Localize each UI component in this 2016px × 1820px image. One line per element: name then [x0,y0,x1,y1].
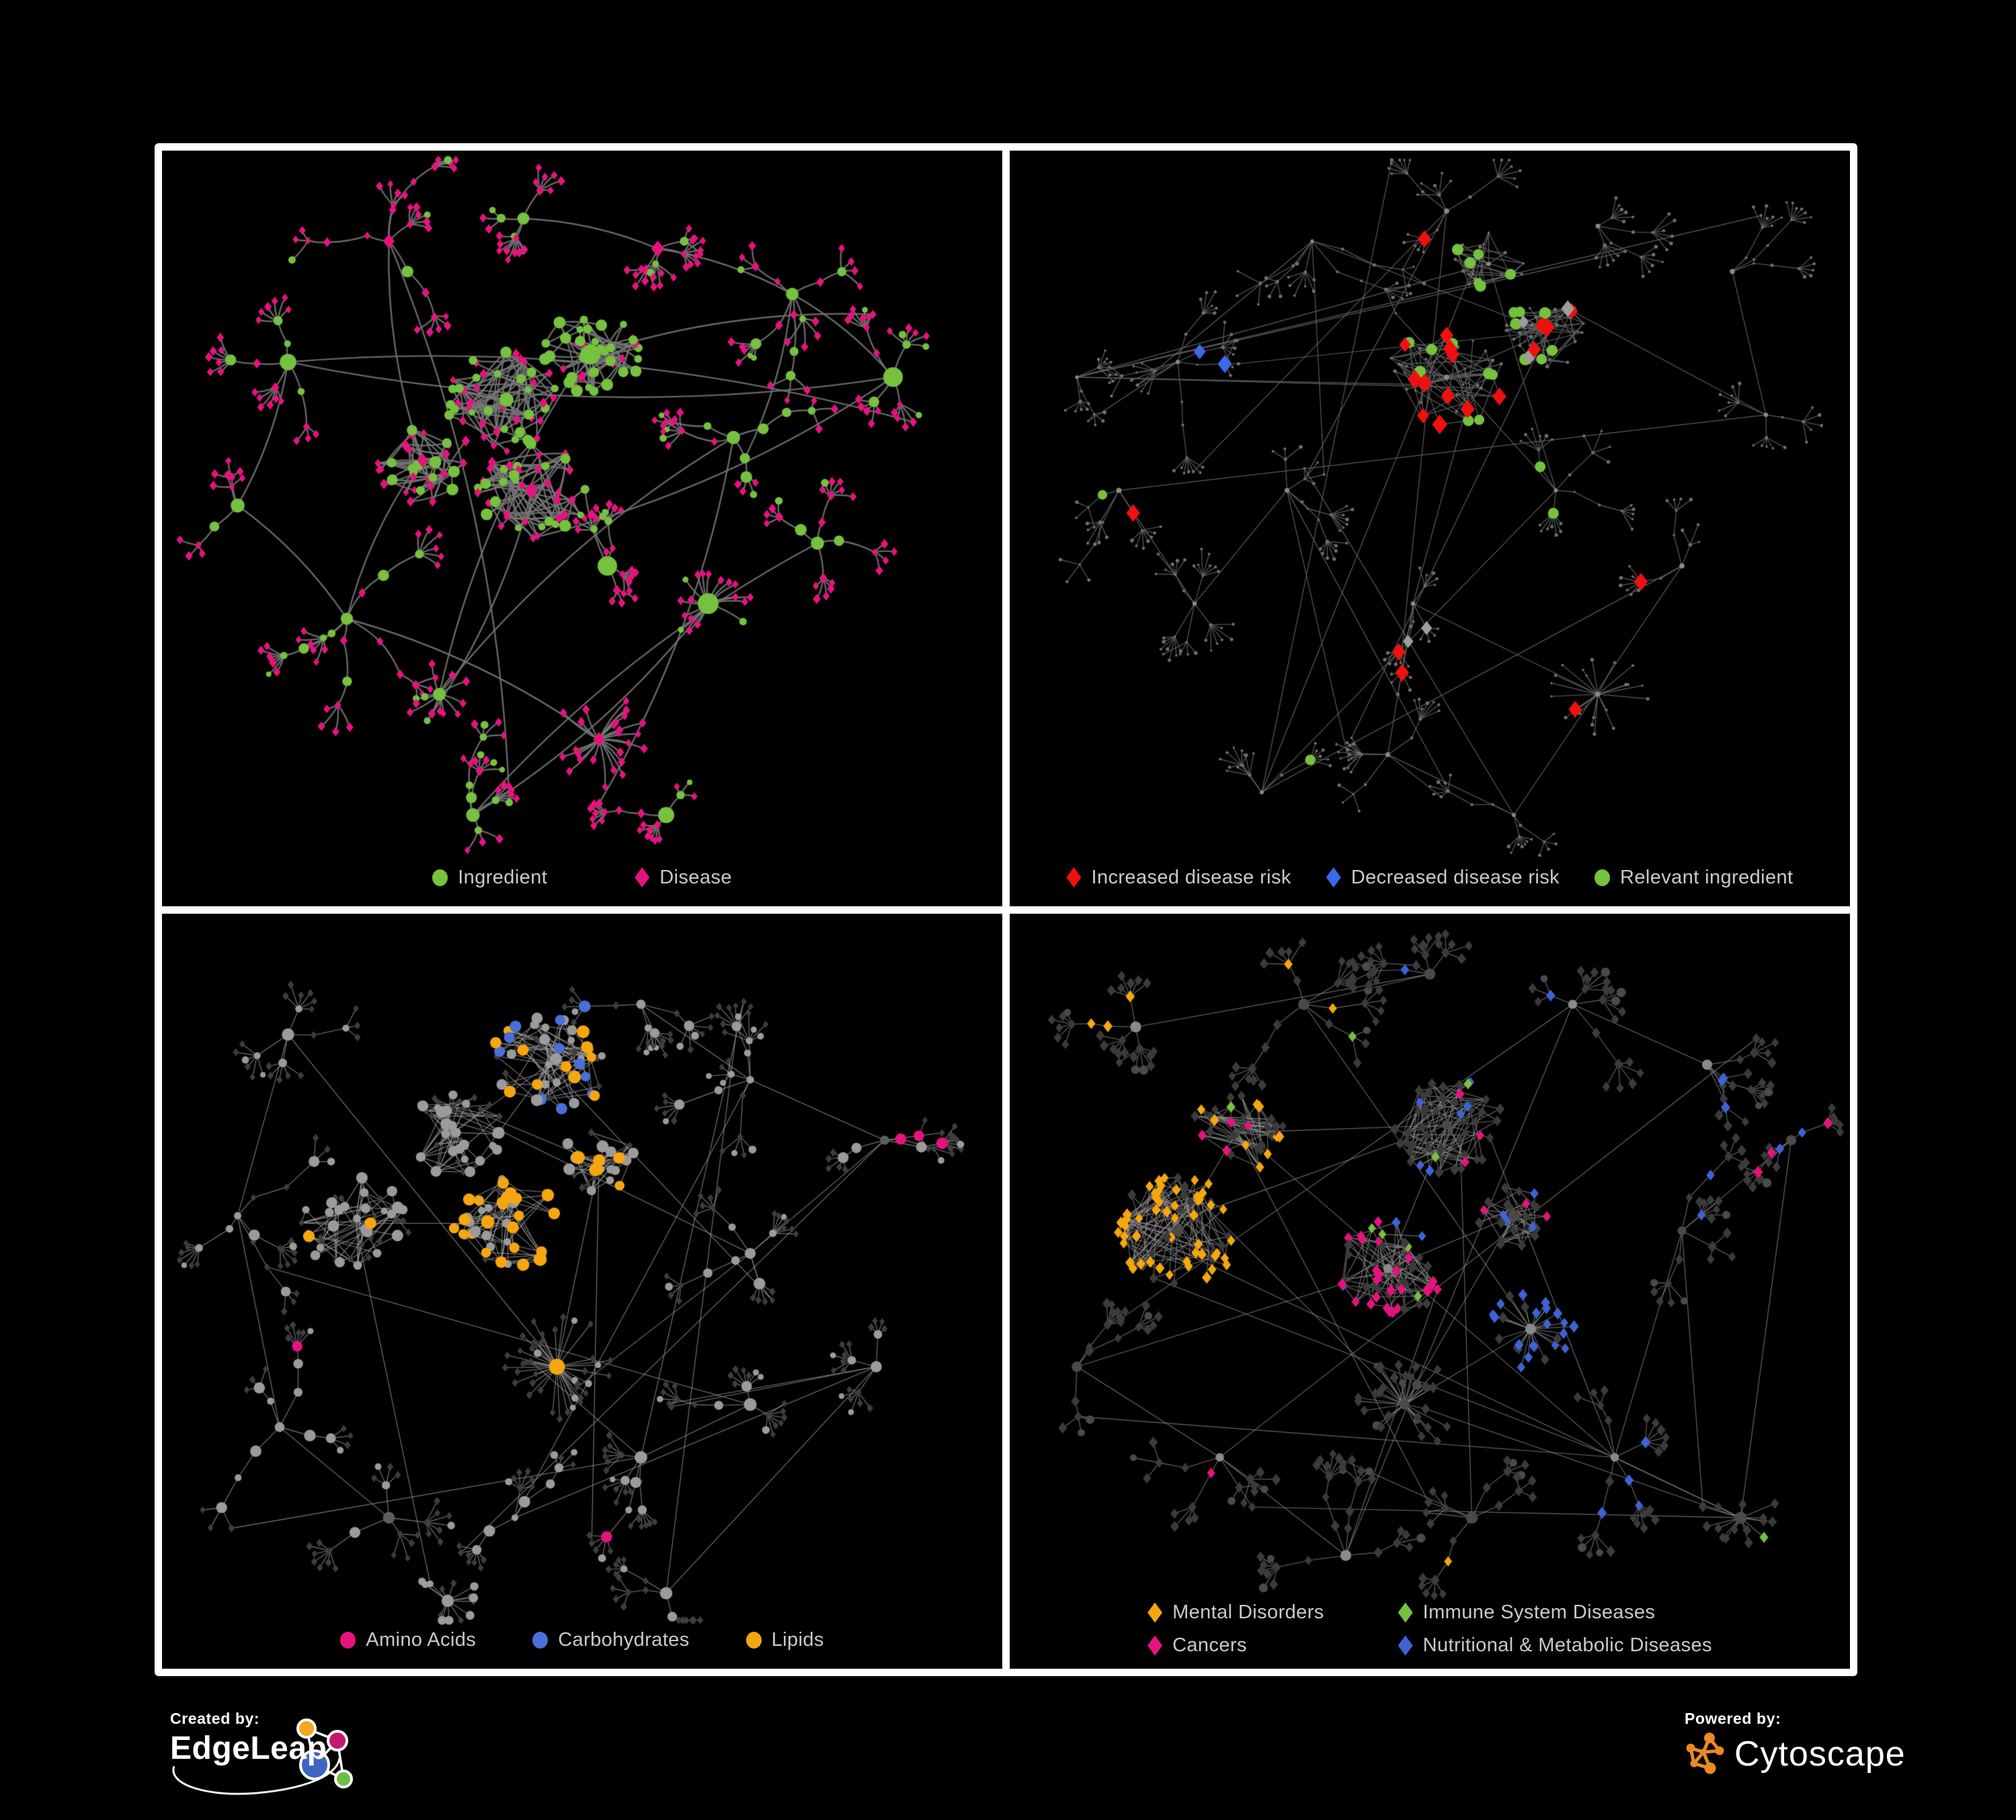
panel-disease-risk: Increased disease risk Decreased disease … [1010,151,1850,906]
cytoscape-logo [1686,1733,1724,1774]
diamond-icon [1326,867,1341,887]
circle-icon [745,1632,762,1649]
diamond-icon [1147,1635,1163,1656]
created-by-label: Created by: [170,1710,260,1727]
legend-item-increased-disease-risk: Increased disease risk [1066,867,1291,889]
cytoscape-wordmark: Cytoscape [1734,1735,1906,1774]
legend-label: Disease [659,866,732,888]
circle-icon [432,869,448,886]
legend-label: Lipids [771,1629,824,1651]
network-canvas-nutrient-classes [162,913,1002,1669]
legend-item-decreased-disease-risk: Decreased disease risk [1326,867,1560,889]
legend-item-disease: Disease [635,867,732,889]
legend-item-mental-disorders: Mental Disorders [1147,1601,1324,1624]
legend-item-amino-acids: Amino Acids [340,1629,476,1651]
legend-label: Amino Acids [366,1629,477,1651]
legend-label: Decreased disease risk [1350,866,1560,888]
circle-icon [532,1632,549,1649]
diamond-icon [1398,1635,1413,1656]
legend-item-relevant-ingredient: Relevant ingredient [1595,867,1793,889]
legend-label: Nutritional & Metabolic Diseases [1422,1634,1712,1656]
legend-disease-categories: Mental Disorders Immune System Diseases Ca… [1010,1601,1850,1657]
legend-item-nutritional-metabolic-diseases: Nutritional & Metabolic Diseases [1398,1634,1712,1657]
powered-by-label: Powered by: [1685,1710,1781,1727]
network-canvas-disease-categories [1010,913,1850,1669]
diamond-icon [1066,867,1082,887]
legend-label: Immune System Diseases [1422,1601,1656,1623]
network-canvas-disease-risk [1010,151,1850,906]
panel-nutrient-classes: Amino Acids Carbohydrates Lipids [162,913,1002,1669]
panel-ingredient-disease: Ingredient Disease [162,151,1002,906]
circle-icon [1595,869,1611,886]
legend-nutrient-classes: Amino Acids Carbohydrates Lipids [162,1629,1002,1651]
legend-item-ingredient: Ingredient [432,867,547,889]
diamond-icon [1147,1602,1163,1623]
legend-label: Carbohydrates [558,1629,690,1651]
legend-label: Relevant ingredient [1620,866,1793,888]
edgeleap-credit: Created by: EdgeLeap [170,1710,385,1811]
figure-grid: Ingredient Disease Increased disease risk… [155,143,1857,1676]
diamond-icon [1398,1602,1413,1623]
legend-label: Cancers [1172,1634,1247,1656]
legend-label: Increased disease risk [1091,866,1291,888]
network-canvas-ingredient-disease [162,151,1002,906]
circle-icon [340,1632,356,1649]
legend-label: Ingredient [458,866,548,888]
legend-item-lipids: Lipids [745,1629,824,1651]
legend-item-carbohydrates: Carbohydrates [532,1629,689,1651]
legend-ingredient-disease: Ingredient Disease [162,867,1002,889]
panel-disease-categories: Mental Disorders Immune System Diseases Ca… [1010,913,1850,1669]
legend-item-cancers: Cancers [1147,1634,1247,1657]
edgeleap-wordmark: EdgeLeap [170,1731,327,1766]
diamond-icon [635,867,650,887]
legend-label: Mental Disorders [1172,1601,1324,1623]
edgeleap-logo [172,1718,353,1795]
cytoscape-credit: Powered by: Cytoscape [1685,1710,1906,1804]
legend-disease-risk: Increased disease risk Decreased disease … [1010,867,1850,889]
legend-item-immune-system-diseases: Immune System Diseases [1398,1601,1656,1624]
